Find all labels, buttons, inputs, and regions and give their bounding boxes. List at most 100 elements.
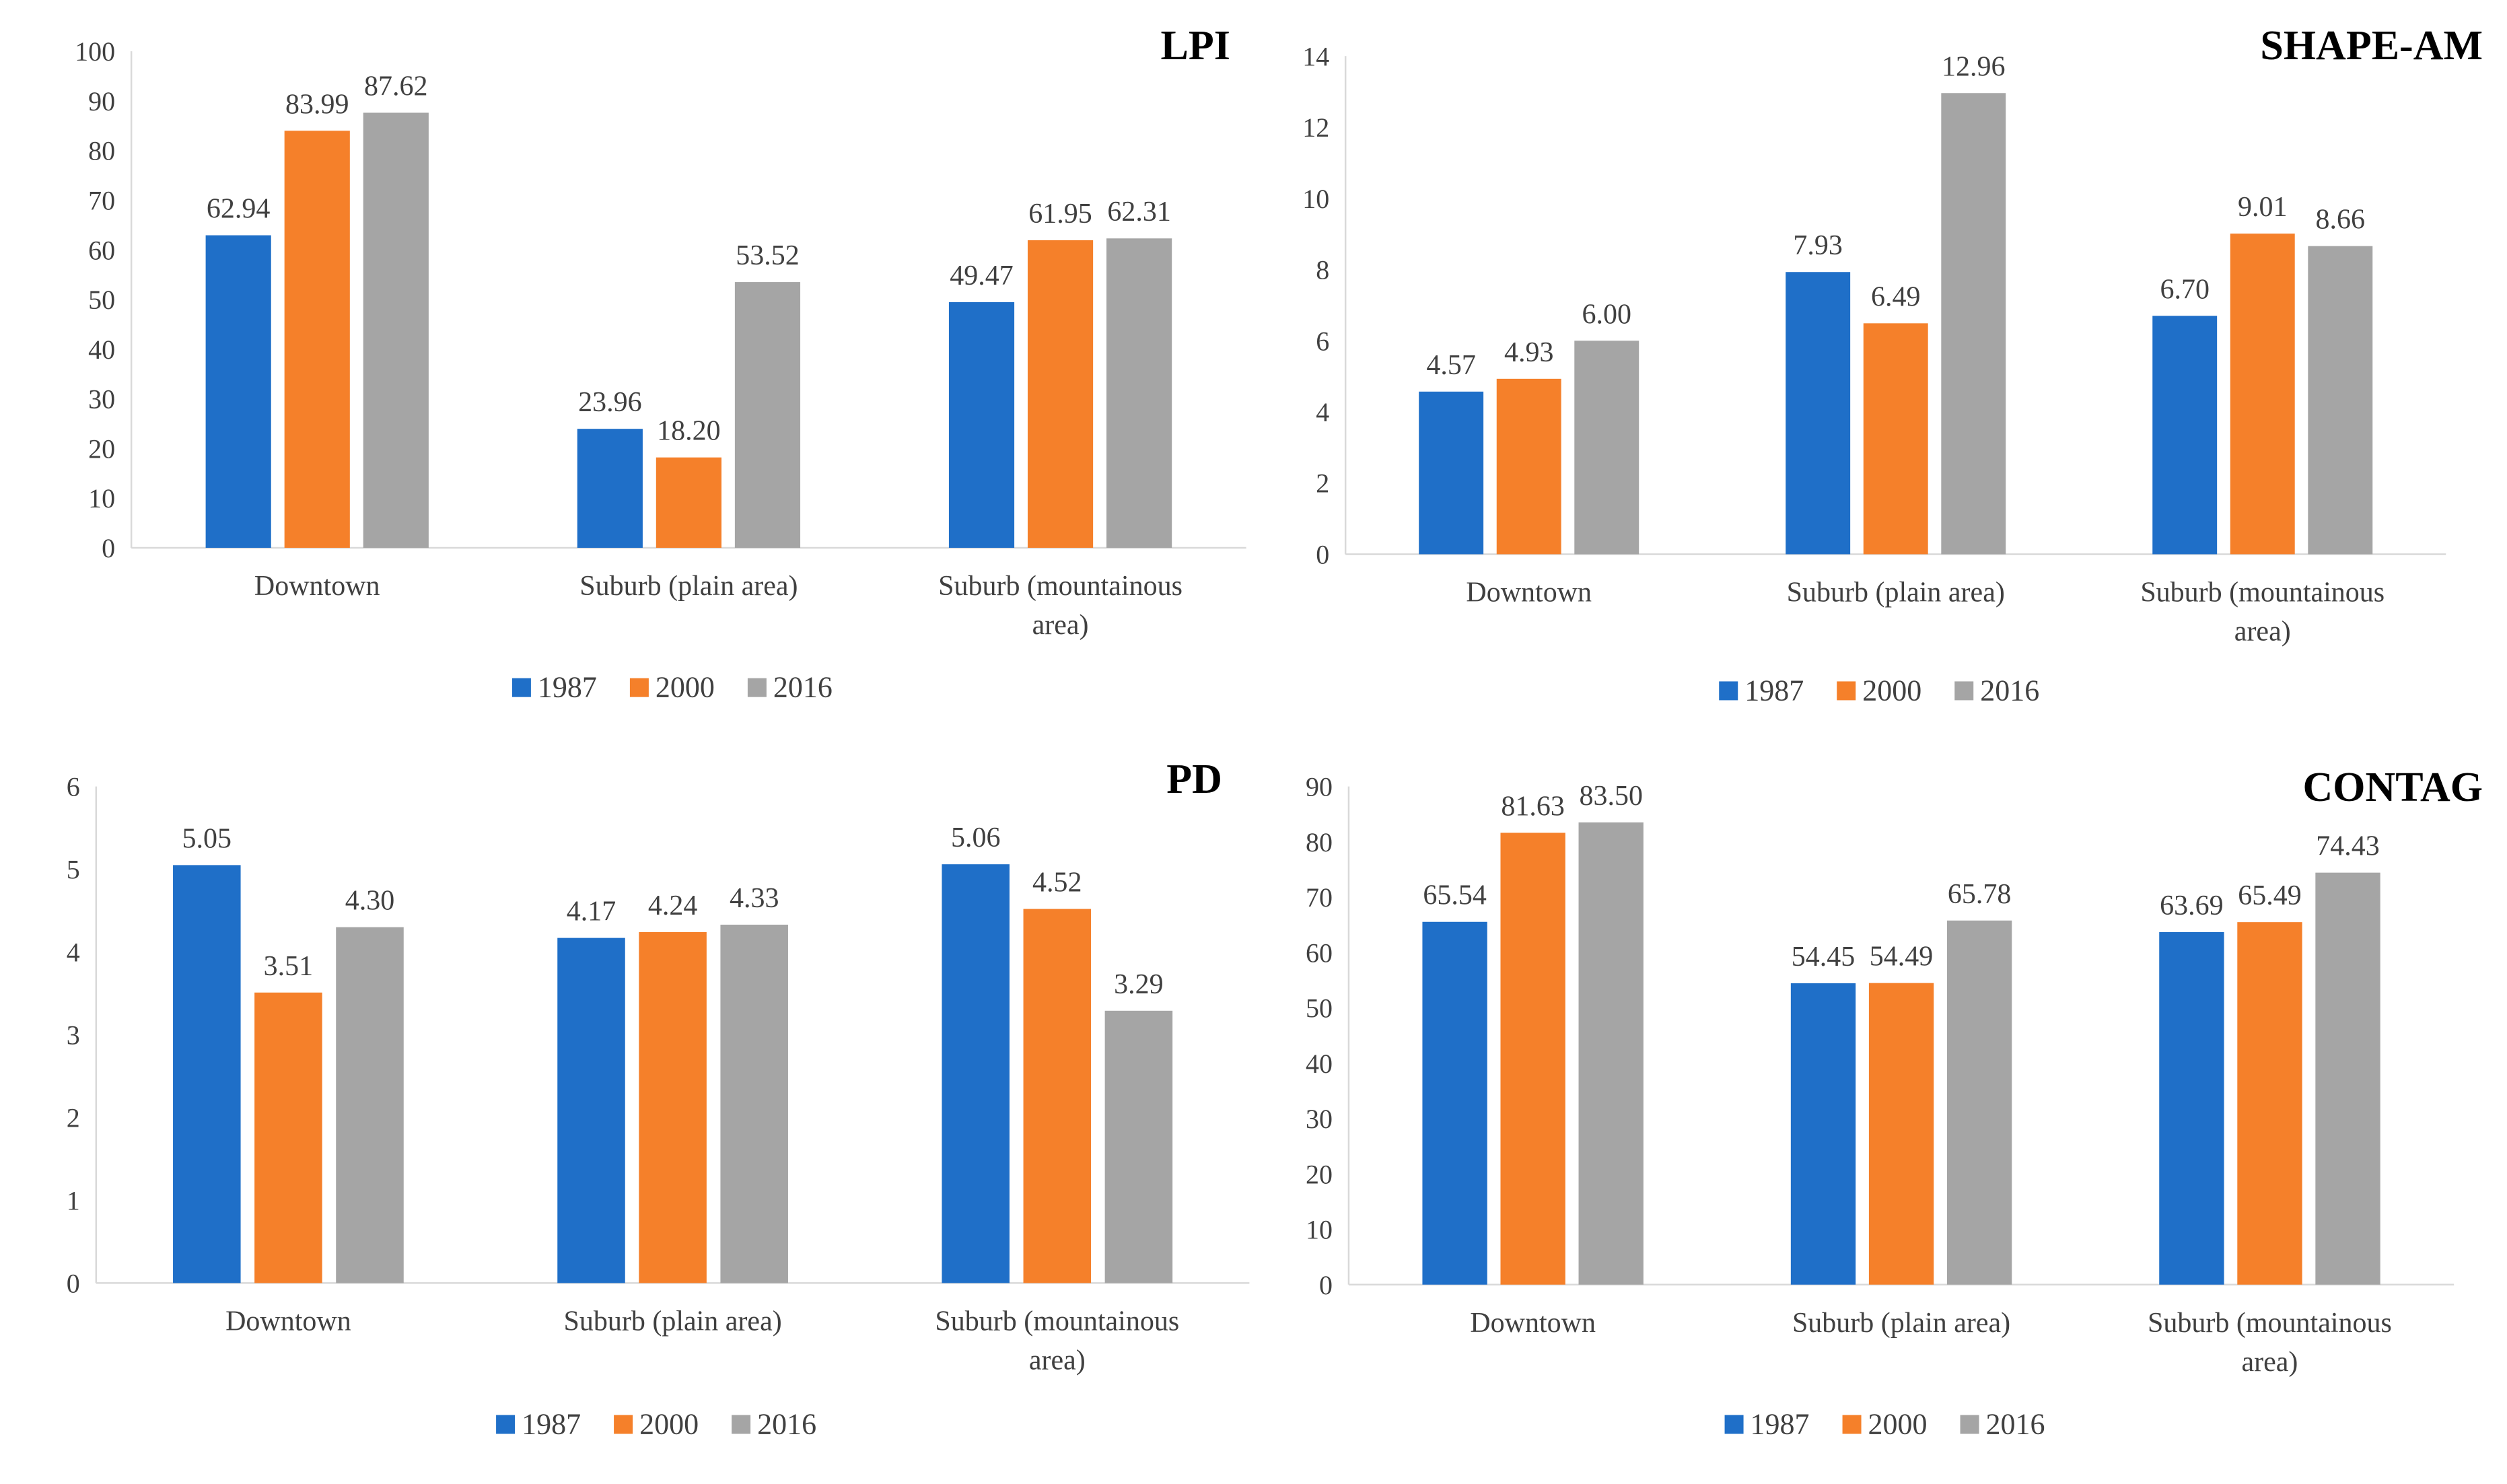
legend-swatch-2000	[1842, 1415, 1862, 1434]
legend-label: 2016	[757, 1407, 816, 1440]
legend-swatch-1987	[1724, 1415, 1744, 1434]
data-label: 53.52	[736, 240, 800, 271]
legend-label: 1987	[1751, 1407, 1810, 1440]
legend-label: 2000	[656, 671, 715, 704]
bar-2016-3	[2315, 872, 2380, 1285]
x-tick-label: Suburb (mountainous	[935, 1306, 1179, 1337]
y-tick-label: 100	[75, 36, 115, 67]
y-tick-label: 50	[1306, 993, 1333, 1024]
bar-2000-2	[656, 457, 721, 548]
data-label: 8.66	[2316, 205, 2366, 236]
bar-2016-3	[2308, 246, 2373, 555]
bar-1987-1	[173, 865, 241, 1283]
bar-2000-2	[1868, 983, 1934, 1285]
data-label: 62.31	[1107, 197, 1171, 227]
y-tick-label: 40	[88, 334, 115, 365]
legend-swatch-2000	[1837, 681, 1856, 701]
data-label: 3.51	[264, 951, 314, 982]
legend-swatch-2000	[629, 678, 649, 697]
bar-2016-1	[336, 927, 404, 1283]
x-tick-label: area)	[2234, 616, 2291, 647]
y-tick-label: 4	[67, 938, 80, 968]
y-tick-label: 40	[1306, 1049, 1333, 1079]
legend-label: 2016	[1980, 674, 2039, 707]
y-tick-label: 2	[1316, 468, 1329, 499]
data-label: 65.49	[2238, 880, 2302, 911]
data-label: 23.96	[578, 387, 642, 418]
data-label: 63.69	[2160, 890, 2224, 921]
y-tick-label: 0	[67, 1268, 80, 1298]
bar-2016-2	[720, 924, 788, 1283]
x-tick-label: Suburb (mountainous	[938, 571, 1182, 602]
data-label: 83.50	[1579, 781, 1643, 812]
bar-1987-3	[2152, 316, 2218, 555]
legend-label: 1987	[522, 1407, 581, 1440]
legend-swatch-2016	[732, 1415, 751, 1434]
legend-label: 1987	[1744, 674, 1804, 707]
data-label: 74.43	[2316, 831, 2380, 862]
y-tick-label: 30	[88, 384, 115, 415]
x-tick-label: Suburb (plain area)	[1787, 577, 2005, 608]
bar-2000-3	[1023, 909, 1092, 1283]
legend-label: 2016	[773, 671, 833, 704]
y-tick-label: 90	[1306, 772, 1333, 802]
data-label: 5.05	[182, 823, 232, 854]
x-tick-label: Downtown	[225, 1306, 351, 1337]
data-label: 18.20	[657, 416, 721, 447]
y-tick-label: 10	[1306, 1215, 1333, 1245]
chart-title: PD	[1166, 756, 1222, 802]
bar-2000-2	[639, 932, 707, 1283]
x-tick-label: Suburb (mountainous	[2148, 1308, 2392, 1339]
y-tick-label: 60	[1306, 938, 1333, 968]
bar-1987-1	[1419, 391, 1484, 555]
bar-1987-1	[1422, 921, 1487, 1285]
bar-2000-2	[1863, 323, 1928, 555]
y-tick-label: 50	[88, 285, 115, 315]
data-label: 7.93	[1793, 230, 1843, 261]
bar-2016-3	[1104, 1010, 1173, 1283]
bar-2016-1	[1574, 341, 1639, 555]
legend-label: 2016	[1986, 1407, 2045, 1440]
x-tick-label: area)	[1029, 1345, 1086, 1376]
bar-2000-3	[1027, 240, 1094, 548]
data-label: 4.30	[345, 886, 395, 917]
bar-2000-3	[2237, 922, 2302, 1285]
legend-swatch-1987	[511, 678, 531, 697]
data-label: 4.24	[648, 890, 698, 921]
y-tick-label: 5	[67, 855, 80, 885]
data-label: 87.62	[364, 71, 428, 102]
bar-1987-3	[2159, 931, 2224, 1285]
y-tick-label: 6	[1316, 326, 1329, 356]
chart-title: LPI	[1160, 23, 1230, 69]
y-tick-label: 70	[88, 186, 115, 216]
y-tick-label: 1	[67, 1185, 80, 1215]
bar-1987-2	[577, 429, 643, 548]
y-tick-label: 3	[67, 1020, 80, 1050]
bar-1987-3	[942, 864, 1010, 1283]
chart-contag: 0 10 20 30 40 50 60 70 80 90 CONTAG 65.54 81.63 83.50…	[1306, 765, 2483, 1440]
legend-swatch-1987	[1719, 681, 1738, 701]
x-tick-label: Suburb (plain area)	[579, 571, 798, 602]
y-tick-label: 8	[1316, 255, 1329, 285]
y-tick-label: 20	[1306, 1159, 1333, 1189]
data-label: 6.49	[1871, 281, 1921, 312]
x-tick-label: Suburb (plain area)	[563, 1306, 781, 1337]
data-label: 65.78	[1948, 879, 2012, 910]
data-label: 83.99	[285, 89, 349, 120]
data-label: 6.00	[1582, 299, 1632, 330]
data-label: 4.57	[1426, 350, 1476, 381]
data-label: 49.47	[950, 260, 1014, 291]
legend-swatch-2016	[1954, 681, 1974, 701]
x-tick-label: Downtown	[1466, 577, 1592, 608]
y-tick-label: 10	[1302, 184, 1329, 214]
legend-label: 1987	[538, 671, 597, 704]
y-tick-label: 20	[88, 433, 115, 464]
y-tick-label: 14	[1302, 41, 1329, 71]
bar-2016-2	[1941, 93, 2006, 555]
bar-2016-1	[363, 112, 429, 548]
bar-2016-2	[734, 282, 801, 548]
data-label: 6.70	[2160, 274, 2210, 305]
bar-2000-1	[284, 131, 350, 548]
bar-2016-1	[1578, 822, 1644, 1285]
